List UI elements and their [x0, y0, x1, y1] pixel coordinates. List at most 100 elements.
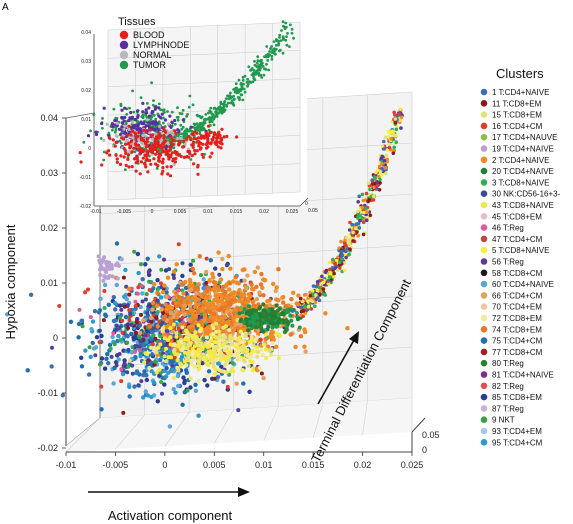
- data-point: [147, 324, 153, 329]
- data-point: [234, 381, 239, 386]
- cluster-legend-marker: [480, 156, 488, 164]
- data-point: [246, 296, 251, 301]
- data-point: [300, 299, 305, 304]
- cluster-legend-marker: [480, 122, 488, 130]
- data-point: [216, 329, 221, 334]
- data-point: [281, 20, 285, 24]
- data-point: [157, 155, 161, 159]
- data-point: [133, 117, 137, 122]
- data-point: [318, 292, 322, 297]
- data-point: [207, 350, 211, 354]
- data-point: [136, 143, 141, 147]
- data-point: [166, 110, 169, 113]
- data-point: [364, 206, 368, 211]
- data-point: [155, 324, 160, 329]
- data-point: [240, 310, 245, 315]
- cluster-legend-marker: [480, 201, 488, 209]
- data-point: [130, 129, 135, 133]
- data-point: [157, 152, 161, 156]
- cluster-legend-label: 47 T:CD4+CM: [492, 235, 543, 244]
- data-point: [141, 395, 146, 400]
- data-point: [123, 148, 127, 153]
- data-point: [152, 282, 157, 287]
- data-point: [209, 130, 213, 134]
- data-point: [276, 319, 281, 324]
- data-point: [80, 324, 85, 329]
- data-point: [149, 145, 153, 149]
- data-point: [101, 318, 106, 323]
- data-point: [290, 309, 295, 313]
- data-point: [185, 115, 189, 118]
- data-point: [244, 285, 249, 291]
- data-point: [166, 370, 171, 375]
- data-point: [200, 152, 204, 157]
- y-tick-label: -0.01: [37, 388, 58, 398]
- data-point: [196, 114, 200, 118]
- data-point: [143, 297, 148, 302]
- data-point: [227, 372, 232, 377]
- cluster-legend-label: 80 T:Reg: [492, 359, 524, 368]
- data-point: [206, 138, 210, 142]
- data-point: [219, 146, 223, 150]
- data-point: [132, 249, 137, 254]
- data-point: [219, 298, 225, 303]
- data-point: [275, 43, 278, 47]
- data-point: [176, 115, 180, 119]
- data-point: [274, 344, 279, 349]
- data-point: [230, 99, 234, 103]
- data-point: [185, 132, 189, 136]
- data-point: [290, 27, 294, 31]
- data-point: [267, 298, 272, 303]
- data-point: [225, 134, 229, 138]
- data-point: [245, 348, 250, 353]
- data-point: [247, 340, 252, 345]
- data-point: [306, 299, 310, 304]
- data-point: [321, 280, 326, 285]
- data-point: [164, 306, 169, 312]
- data-point: [189, 125, 193, 129]
- data-point: [152, 113, 156, 117]
- data-point: [103, 275, 108, 280]
- data-point: [270, 57, 274, 61]
- data-point: [334, 258, 339, 263]
- data-point: [163, 302, 168, 307]
- data-point: [143, 153, 147, 157]
- data-point: [155, 290, 160, 296]
- data-point: [224, 370, 229, 375]
- data-point: [344, 249, 348, 254]
- data-point: [245, 310, 250, 315]
- data-point: [114, 128, 118, 132]
- data-point: [57, 304, 62, 308]
- data-point: [150, 300, 156, 306]
- data-point: [195, 149, 199, 153]
- data-point: [162, 382, 167, 387]
- data-point: [225, 105, 229, 108]
- data-point: [389, 137, 394, 141]
- data-point: [152, 157, 156, 161]
- data-point: [180, 325, 185, 330]
- data-point: [153, 347, 158, 351]
- data-point: [113, 307, 118, 312]
- data-point: [161, 150, 165, 154]
- data-point: [115, 121, 119, 125]
- cluster-legend-marker: [480, 280, 488, 288]
- data-point: [252, 77, 256, 81]
- data-point: [82, 140, 86, 144]
- data-point: [274, 331, 279, 336]
- data-point: [327, 260, 332, 265]
- data-point: [191, 140, 196, 144]
- data-point: [251, 308, 256, 312]
- data-point: [130, 363, 135, 368]
- data-point: [98, 362, 102, 367]
- data-point: [226, 94, 229, 98]
- data-point: [152, 362, 157, 367]
- data-point: [151, 380, 157, 385]
- data-point: [209, 338, 213, 342]
- data-point: [233, 336, 238, 341]
- inset-x-tick-label: -0.01: [90, 209, 102, 215]
- data-point: [231, 279, 236, 284]
- data-point: [360, 192, 365, 197]
- data-point: [204, 256, 209, 261]
- data-point: [233, 275, 238, 280]
- data-point: [216, 325, 221, 330]
